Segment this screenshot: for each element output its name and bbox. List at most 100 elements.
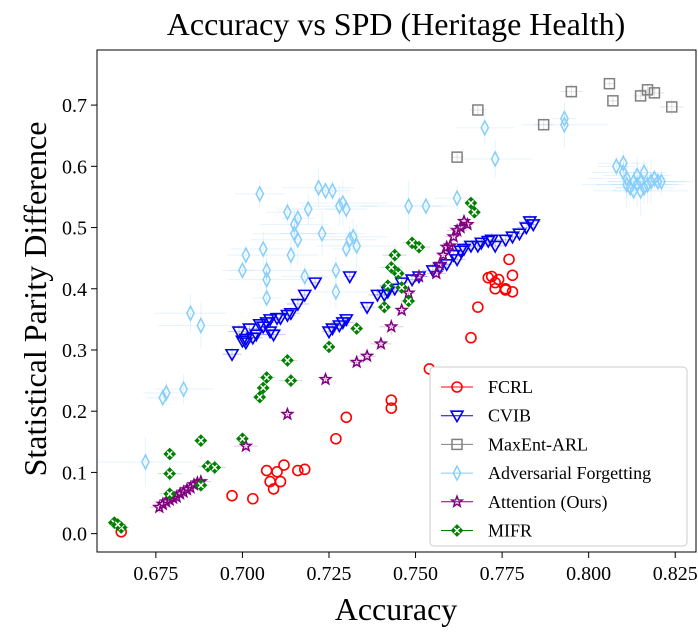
point-mifr <box>281 354 294 367</box>
point-cvib <box>404 274 420 288</box>
point-adversarial-forgetting <box>293 209 303 227</box>
legend-label-attention-ours: Attention (Ours) <box>488 492 607 513</box>
y-tick-label: 0.1 <box>62 462 87 484</box>
point-mifr <box>194 434 208 447</box>
y-tick-label: 0.0 <box>62 524 87 546</box>
series-maxent-arl <box>451 77 678 163</box>
point-fcrl <box>247 492 259 505</box>
point-attention-ours <box>411 268 427 283</box>
point-mifr <box>284 374 298 387</box>
point-cvib <box>273 312 288 326</box>
point-mifr <box>402 294 415 308</box>
y-tick-label: 0.4 <box>62 279 87 301</box>
point-adversarial-forgetting <box>404 197 414 215</box>
chart-title: Accuracy vs SPD (Heritage Health) <box>167 6 626 42</box>
point-cvib <box>359 301 375 315</box>
point-adversarial-forgetting <box>141 453 150 471</box>
x-tick-label: 0.825 <box>653 563 698 585</box>
point-adversarial-forgetting <box>237 261 247 280</box>
point-attention-ours <box>460 216 475 231</box>
point-cvib <box>342 271 358 285</box>
point-adversarial-forgetting <box>639 179 649 197</box>
point-mifr <box>391 267 405 280</box>
point-adversarial-forgetting <box>196 316 206 335</box>
point-fcrl <box>271 466 283 478</box>
point-cvib <box>280 309 295 323</box>
point-mifr <box>256 381 270 395</box>
point-fcrl <box>330 432 342 445</box>
point-adversarial-forgetting <box>559 109 569 128</box>
point-mifr <box>208 461 222 474</box>
legend-label-adversarial-forgetting: Adversarial Forgetting <box>488 463 651 483</box>
point-adversarial-forgetting <box>421 197 431 215</box>
point-fcrl <box>472 301 484 313</box>
point-adversarial-forgetting <box>262 261 272 280</box>
point-cvib <box>231 326 247 340</box>
point-adversarial-forgetting <box>636 182 646 200</box>
point-cvib <box>370 289 385 303</box>
point-fcrl <box>274 475 287 488</box>
point-cvib <box>338 314 354 327</box>
point-maxent-arl <box>607 95 619 107</box>
point-cvib <box>463 240 479 254</box>
point-fcrl <box>489 276 501 289</box>
point-adversarial-forgetting <box>262 289 272 307</box>
point-attention-ours <box>349 354 364 369</box>
point-fcrl <box>385 394 398 406</box>
point-attention-ours <box>432 256 448 271</box>
point-adversarial-forgetting <box>303 200 313 218</box>
point-mifr <box>260 371 274 384</box>
legend: FCRL CVIB MaxEnt-ARL Adversarial Forgetting… <box>429 366 688 547</box>
point-cvib <box>297 289 313 303</box>
point-cvib <box>238 337 254 351</box>
point-attention-ours <box>384 319 399 333</box>
point-adversarial-forgetting <box>286 246 296 264</box>
point-fcrl <box>506 286 519 298</box>
point-mifr <box>322 340 336 354</box>
legend-marker-adversarial-forgetting <box>452 464 462 482</box>
point-fcrl <box>503 253 515 266</box>
point-mifr <box>350 322 364 335</box>
point-cvib <box>473 237 489 251</box>
x-tick-label: 0.700 <box>220 563 265 585</box>
point-adversarial-forgetting <box>611 157 621 175</box>
point-fcrl <box>385 402 398 414</box>
point-fcrl <box>499 282 512 295</box>
point-cvib <box>307 277 323 291</box>
legend-marker-cvib <box>449 410 465 424</box>
point-maxent-arl <box>634 90 647 102</box>
legend-label-maxent-arl: MaxEnt-ARL <box>488 434 588 454</box>
point-adversarial-forgetting <box>262 270 272 289</box>
point-adversarial-forgetting <box>314 179 324 197</box>
point-cvib <box>498 234 513 248</box>
plot-frame <box>96 49 697 553</box>
point-maxent-arl <box>648 87 661 99</box>
point-attention-ours <box>435 247 451 262</box>
y-axis-ticks: 0.0 0.1 0.2 0.3 0.4 0.5 0.6 0.7 <box>62 95 97 546</box>
point-adversarial-forgetting <box>255 185 265 203</box>
point-adversarial-forgetting <box>241 246 251 264</box>
point-adversarial-forgetting <box>352 237 362 255</box>
point-adversarial-forgetting <box>490 150 500 168</box>
y-tick-label: 0.6 <box>62 156 87 178</box>
point-maxent-arl <box>451 151 463 163</box>
x-axis-label: Accuracy <box>335 591 458 627</box>
point-attention-ours <box>394 302 409 317</box>
point-mifr <box>388 248 402 262</box>
point-cvib <box>522 216 538 230</box>
point-adversarial-forgetting <box>186 304 195 322</box>
point-mifr <box>384 260 398 274</box>
point-cvib <box>518 222 534 236</box>
point-cvib <box>241 323 257 337</box>
point-adversarial-forgetting <box>179 380 189 398</box>
legend-marker-fcrl <box>451 381 463 393</box>
point-adversarial-forgetting <box>321 182 330 200</box>
point-adversarial-forgetting <box>300 267 310 286</box>
y-tick-label: 0.5 <box>62 218 87 240</box>
point-adversarial-forgetting <box>643 176 652 194</box>
point-adversarial-forgetting <box>348 228 358 246</box>
x-tick-label: 0.675 <box>133 563 178 585</box>
point-adversarial-forgetting <box>341 240 351 258</box>
point-fcrl <box>506 269 519 282</box>
